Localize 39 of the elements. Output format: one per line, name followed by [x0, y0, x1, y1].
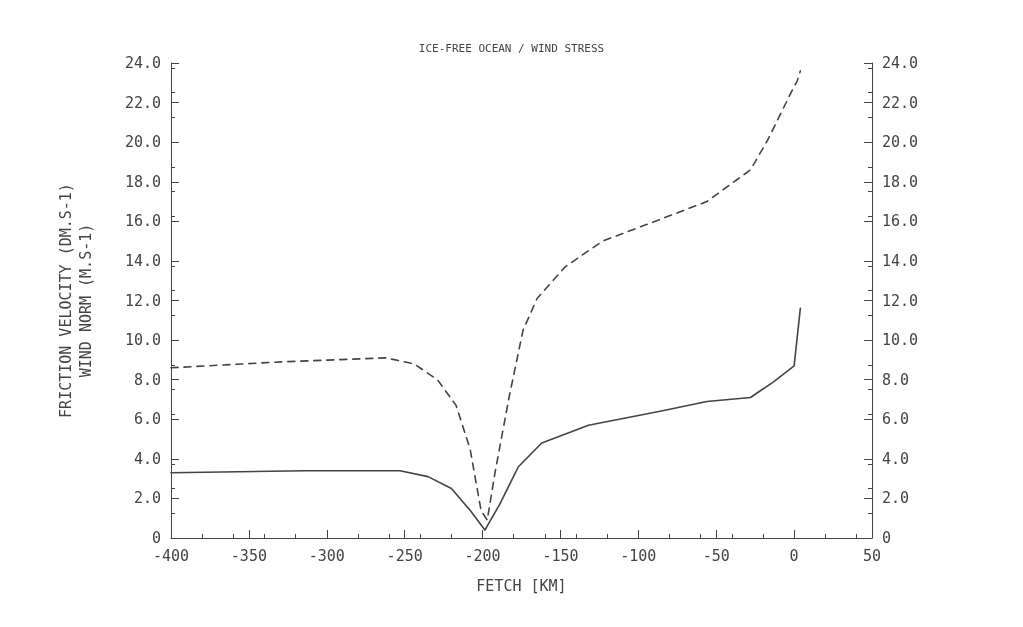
- y-tick-label: 16.0: [124, 212, 161, 231]
- x-axis-title: FETCH [KM]: [476, 577, 567, 595]
- y2-tick-label: 8.0: [882, 370, 910, 389]
- x-tick-label: -300: [308, 546, 345, 565]
- x-tick-label: -350: [230, 546, 267, 565]
- y-tick-label: 24.0: [124, 54, 161, 72]
- y-tick-label: 12.0: [124, 291, 161, 310]
- y2-tick-label: 12.0: [882, 291, 919, 310]
- y-tick-label: 0: [151, 529, 161, 547]
- x-tick-label: 50: [862, 546, 882, 565]
- x-tick-label: -400: [152, 546, 190, 565]
- y-tick-label: 8.0: [133, 370, 161, 389]
- x-tick-label: -200: [464, 546, 501, 565]
- y2-tick-label: 0: [882, 529, 892, 547]
- x-tick-label: -50: [702, 546, 730, 565]
- y2-tick-label: 4.0: [882, 449, 910, 468]
- y-axis-title: FRICTION VELOCITY (DM.S-1) WIND NORM (M.S-1): [57, 183, 95, 418]
- y2-tick-label: 16.0: [882, 212, 919, 231]
- y2-tick-label: 14.0: [882, 251, 919, 270]
- y-tick-label: 18.0: [124, 172, 161, 191]
- y-tick-label: 20.0: [124, 133, 161, 152]
- y-tick-label: 2.0: [133, 489, 161, 508]
- x-tick-label: -250: [386, 546, 423, 565]
- y-tick-label: 10.0: [124, 331, 161, 350]
- x-tick-label: -100: [620, 546, 657, 565]
- y-tick-label: 22.0: [124, 93, 161, 112]
- x-tick-label: 0: [789, 546, 799, 565]
- chart-title: ICE-FREE OCEAN / WIND STRESS: [418, 42, 605, 55]
- y2-tick-label: 18.0: [882, 172, 919, 191]
- y-tick-label: 14.0: [124, 251, 161, 270]
- y2-tick-label: 24.0: [882, 54, 919, 72]
- y2-tick-label: 22.0: [882, 93, 919, 112]
- y2-tick-label: 20.0: [882, 133, 919, 152]
- y-tick-label: 4.0: [133, 449, 161, 468]
- x-tick-label: -150: [542, 546, 579, 565]
- y2-tick-label: 2.0: [882, 489, 910, 508]
- y2-tick-label: 10.0: [882, 331, 919, 350]
- y2-tick-label: 6.0: [882, 410, 910, 429]
- y-tick-label: 6.0: [133, 410, 161, 429]
